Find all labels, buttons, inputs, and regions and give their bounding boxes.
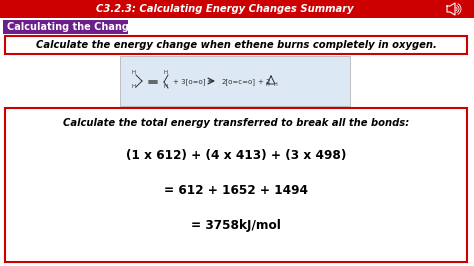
Text: = 3758kJ/mol: = 3758kJ/mol <box>191 219 281 232</box>
Text: H: H <box>164 70 168 75</box>
Text: Calculate the energy change when ethene burns completely in oxygen.: Calculate the energy change when ethene … <box>36 40 437 50</box>
Text: + 2: + 2 <box>258 79 271 85</box>
Text: (1 x 612) + (4 x 413) + (3 x 498): (1 x 612) + (4 x 413) + (3 x 498) <box>126 149 346 163</box>
FancyBboxPatch shape <box>5 36 467 54</box>
Text: H: H <box>132 84 136 89</box>
Text: H: H <box>132 70 136 75</box>
FancyBboxPatch shape <box>3 20 128 34</box>
Text: H: H <box>266 82 270 87</box>
Text: + 3[o=o]: + 3[o=o] <box>173 79 206 85</box>
Text: 2[o=c=o]: 2[o=c=o] <box>222 79 256 85</box>
FancyBboxPatch shape <box>5 108 467 262</box>
FancyBboxPatch shape <box>120 56 350 106</box>
Text: Calculate the total energy transferred to break all the bonds:: Calculate the total energy transferred t… <box>63 118 409 128</box>
Text: = 612 + 1652 + 1494: = 612 + 1652 + 1494 <box>164 185 308 197</box>
Text: Calculating the Change: Calculating the Change <box>7 22 136 32</box>
Text: C3.2.3: Calculating Energy Changes Summary: C3.2.3: Calculating Energy Changes Summa… <box>96 4 354 14</box>
Text: H: H <box>274 82 278 87</box>
FancyBboxPatch shape <box>0 0 474 18</box>
Text: H: H <box>164 84 168 89</box>
